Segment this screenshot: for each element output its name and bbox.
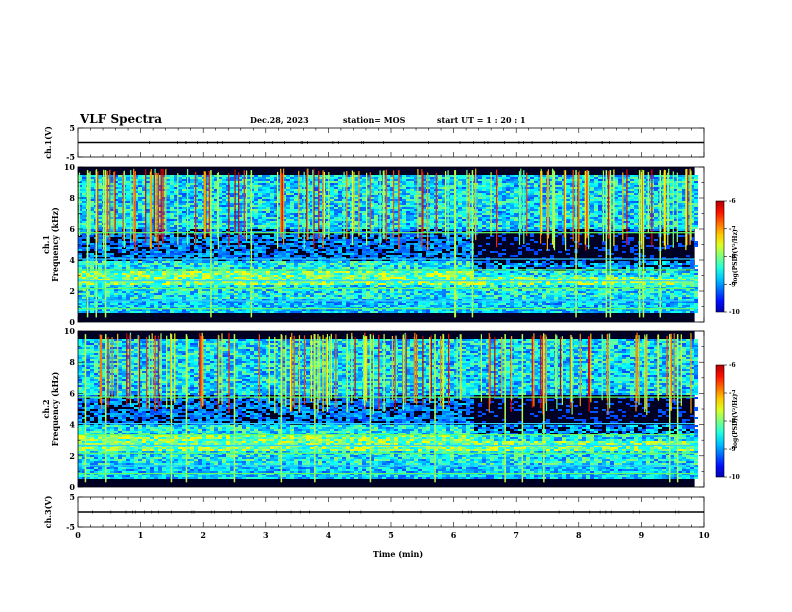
y-axis-label: ch.3(V) (43, 495, 53, 528)
tone-lines (78, 396, 695, 475)
sferic-spikes (84, 332, 692, 483)
waveform-bottom: ch.3(V) 5 -5 (43, 492, 705, 532)
colorbar (715, 364, 725, 478)
start-ut-label: start UT = 1 : 20 : 1 (437, 115, 526, 125)
sferic-spikes (78, 168, 692, 318)
colorbar-tick-label: -8 (729, 254, 736, 261)
x-tick-label: 3 (263, 530, 269, 540)
x-axis-label: Time (min) (373, 549, 423, 559)
y-axis-label-frequency: Frequency (kHz) (50, 371, 60, 446)
y-tick-label: 10 (64, 162, 76, 172)
tone-lines (78, 232, 695, 310)
station-label: station= MOS (343, 115, 406, 125)
x-tick-label: 6 (451, 530, 457, 540)
y-tick-label: 8 (69, 357, 75, 367)
spectrogram-ch1: -6 -7 -8 -9 -10 log(PSD)(V²/Hz) ch.1 Frequency … (41, 162, 740, 327)
colorbar-tick-label: -7 (729, 390, 736, 397)
waveform-top: ch.1(V) 5 -5 (43, 123, 705, 162)
colorbar-tick-label: -10 (729, 309, 740, 316)
y-tick-label: 0 (69, 482, 75, 492)
y-tick-label: 4 (69, 255, 75, 265)
y-tick-label: 5 (69, 492, 75, 502)
colorbar-label: log(PSD)(V²/Hz) (732, 229, 739, 284)
y-tick-label: 4 (69, 420, 75, 430)
y-axis-label-frequency: Frequency (kHz) (50, 207, 60, 282)
x-tick-label: 8 (576, 530, 582, 540)
x-tick-label: 5 (388, 530, 394, 540)
y-axis-label: ch.2 (41, 399, 51, 418)
colorbar-label: log(PSD)(V²/Hz) (732, 394, 739, 449)
y-tick-label: 2 (69, 451, 75, 461)
y-tick-label: 0 (69, 317, 75, 327)
date-label: Dec.28, 2023 (250, 115, 309, 125)
y-axis-label: ch.1 (41, 235, 51, 254)
y-axis-label: ch.1(V) (43, 126, 53, 159)
spectrogram-image (78, 339, 698, 479)
spectrogram-ch2: -6 -7 -8 -9 -10 log(PSD)(V²/Hz) ch.2 Frequency … (41, 326, 740, 492)
colorbar-tick-label: -9 (729, 446, 736, 453)
x-axis: 0 1 2 3 4 5 6 7 8 9 10 (75, 530, 710, 540)
x-tick-label: 2 (200, 530, 206, 540)
y-tick-label: 5 (69, 123, 75, 133)
colorbar-tick-label: -10 (729, 474, 740, 481)
colorbar-tick-label: -6 (729, 362, 736, 369)
colorbar-tick-label: -9 (729, 281, 736, 288)
x-tick-label: 10 (698, 530, 710, 540)
y-tick-label: -5 (66, 522, 75, 532)
y-tick-label: 10 (64, 326, 76, 336)
x-tick-label: 1 (138, 530, 144, 540)
y-tick-label: 8 (69, 193, 75, 203)
x-tick-label: 4 (326, 530, 332, 540)
colorbar-tick-label: -7 (729, 226, 736, 233)
x-tick-label: 0 (75, 530, 81, 540)
colorbar-tick-label: -6 (729, 198, 736, 205)
y-tick-label: 6 (69, 388, 75, 398)
y-tick-label: 6 (69, 224, 75, 234)
y-tick-label: 2 (69, 286, 75, 296)
figure-title: VLF Spectra (79, 112, 162, 126)
colorbar (715, 200, 725, 313)
x-tick-label: 9 (639, 530, 645, 540)
x-tick-label: 7 (513, 530, 519, 540)
y-tick-label: -5 (66, 152, 75, 162)
colorbar-tick-label: -8 (729, 418, 736, 425)
